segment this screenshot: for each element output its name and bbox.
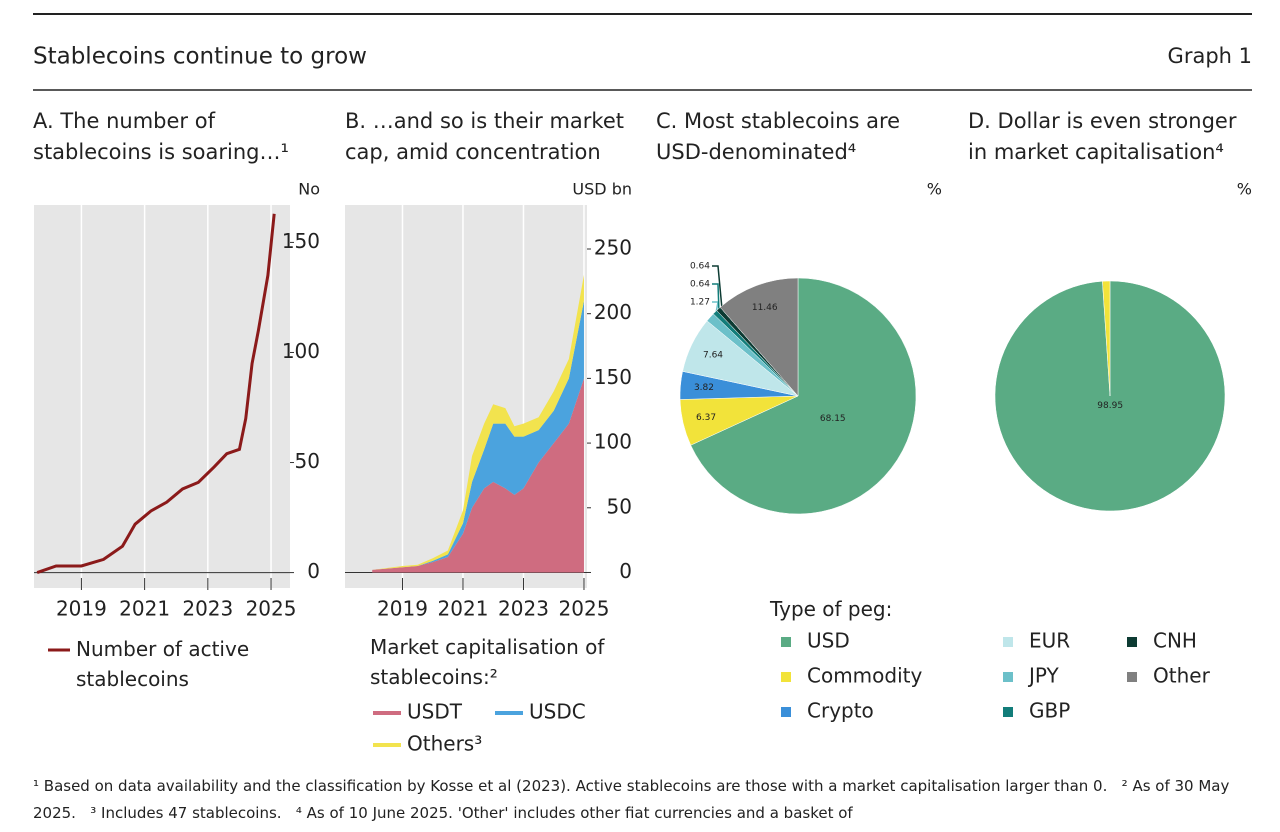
- graph-label: Graph 1: [1168, 44, 1252, 68]
- unit-label: USD bn: [572, 180, 632, 199]
- x-tick-label: 2025: [246, 597, 297, 621]
- x-tick-label: 2023: [498, 597, 549, 621]
- y-tick-label: 50: [295, 449, 320, 473]
- y-tick-label: 0: [307, 559, 320, 583]
- series-line: [36, 213, 276, 575]
- x-tick-label: 2021: [119, 597, 170, 621]
- legend-label: GBP: [1029, 699, 1070, 723]
- x-tick-label: 2021: [438, 597, 489, 621]
- legend-label: JPY: [1027, 664, 1060, 688]
- legend-label: Commodity: [807, 664, 922, 688]
- x-tick-label: 2019: [56, 597, 107, 621]
- y-tick-label: 250: [594, 235, 632, 259]
- pie-slice: [1102, 280, 1111, 397]
- x-tick-label: 2025: [559, 597, 610, 621]
- value-label: 11.46: [752, 303, 778, 313]
- legend-swatch: [1127, 672, 1137, 682]
- x-tick-label: 2023: [182, 597, 233, 621]
- legend-title: Type of peg:: [770, 597, 893, 621]
- unit-label: %: [1237, 180, 1252, 199]
- value-label: 1.27: [690, 298, 710, 308]
- value-label: 7.64: [703, 350, 723, 360]
- legend-swatch: [1003, 707, 1013, 717]
- legend-label: Number of active stablecoins: [76, 637, 250, 691]
- legend-label: CNH: [1153, 629, 1197, 653]
- y-tick-label: 100: [594, 430, 632, 454]
- unit-label: %: [927, 180, 942, 199]
- x-tick-label: 2019: [377, 597, 428, 621]
- legend-label: USDT: [407, 700, 463, 724]
- y-tick-label: 100: [282, 339, 320, 363]
- legend-title: Market capitalisation of stablecoins:²: [370, 635, 605, 689]
- legend-label: Others³: [407, 732, 482, 756]
- legend-swatch: [1003, 672, 1013, 682]
- footnotes: ¹ Based on data availability and the cla…: [33, 777, 1235, 822]
- series-area: [372, 378, 584, 573]
- legend-label: USDC: [529, 700, 586, 724]
- legend-label: EUR: [1029, 629, 1070, 653]
- panel-title: A. The number of stablecoins is soaring……: [33, 109, 289, 164]
- y-tick-label: 150: [282, 229, 320, 253]
- panel-title: C. Most stablecoins are USD-denominated⁴: [656, 109, 901, 164]
- value-label: 98.95: [1097, 401, 1123, 411]
- y-tick-label: 200: [594, 300, 632, 324]
- value-label: 0.64: [690, 280, 710, 290]
- legend-label: USD: [807, 629, 850, 653]
- unit-label: No: [298, 180, 320, 199]
- legend-swatch: [781, 637, 791, 647]
- value-label: 3.82: [694, 383, 714, 393]
- panel-title: B. …and so is their market cap, amid con…: [345, 109, 624, 164]
- legend-label: Other: [1153, 664, 1211, 688]
- legend-swatch: [781, 707, 791, 717]
- leader-line: [712, 283, 720, 317]
- value-label: 68.15: [820, 414, 846, 424]
- legend-swatch: [1127, 637, 1137, 647]
- legend-swatch: [1003, 637, 1013, 647]
- legend-label: Crypto: [807, 699, 874, 723]
- panel-title: D. Dollar is even stronger in market cap…: [968, 109, 1237, 164]
- pie-slice: [719, 277, 799, 397]
- y-tick-label: 150: [594, 365, 632, 389]
- y-tick-label: 50: [607, 494, 632, 518]
- series-area: [372, 274, 584, 570]
- value-label: 6.37: [696, 413, 716, 423]
- y-tick-label: 0: [619, 559, 632, 583]
- plot-background: [34, 205, 290, 588]
- pie-slice: [690, 277, 917, 515]
- page-title: Stablecoins continue to grow: [33, 44, 367, 70]
- legend-swatch: [781, 672, 791, 682]
- leader-line: [712, 265, 724, 314]
- value-label: 0.64: [690, 262, 710, 272]
- series-area: [372, 300, 584, 570]
